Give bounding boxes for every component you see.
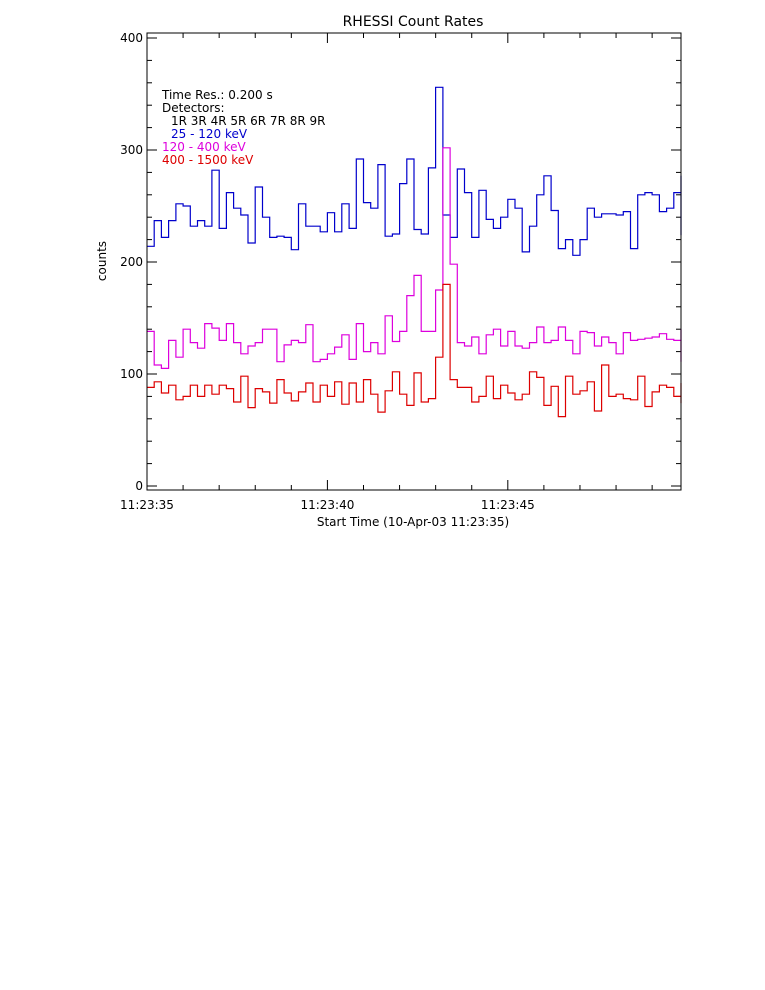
y-axis-label: counts	[95, 241, 109, 281]
legend-entry-25-120-kev: 25 - 120 keV	[171, 127, 248, 141]
y-tick-label: 100	[120, 367, 143, 381]
series-line-25-120-kev	[147, 86, 682, 256]
x-axis: 11:23:35 11:23:40 11:23:45	[120, 33, 653, 512]
time-res-annotation: Time Res.: 0.200 s	[161, 88, 273, 102]
series-line-400-1500-kev	[147, 283, 682, 418]
plot-frame	[146, 32, 682, 491]
x-tick-label: 11:23:45	[481, 498, 535, 512]
chart-title: RHESSI Count Rates	[343, 14, 484, 30]
legend: Time Res.: 0.200 s Detectors: 1R 3R 4R 5…	[161, 88, 325, 167]
detectors-label: Detectors:	[162, 101, 225, 115]
series-group	[147, 86, 682, 418]
legend-entry-400-1500-kev: 400 - 1500 keV	[162, 153, 254, 167]
x-tick-label: 11:23:40	[300, 498, 354, 512]
y-tick-label: 400	[120, 31, 143, 45]
x-axis-label: Start Time (10-Apr-03 11:23:35)	[317, 515, 509, 529]
legend-entry-120-400-kev: 120 - 400 keV	[162, 140, 246, 154]
series-line-120-400-kev	[147, 147, 682, 369]
x-tick-label: 11:23:35	[120, 498, 174, 512]
y-axis: 0 100 200 300 400	[120, 31, 681, 493]
detectors-list: 1R 3R 4R 5R 6R 7R 8R 9R	[171, 114, 325, 128]
y-tick-label: 300	[120, 143, 143, 157]
y-tick-label: 0	[135, 479, 143, 493]
y-tick-label: 200	[120, 255, 143, 269]
